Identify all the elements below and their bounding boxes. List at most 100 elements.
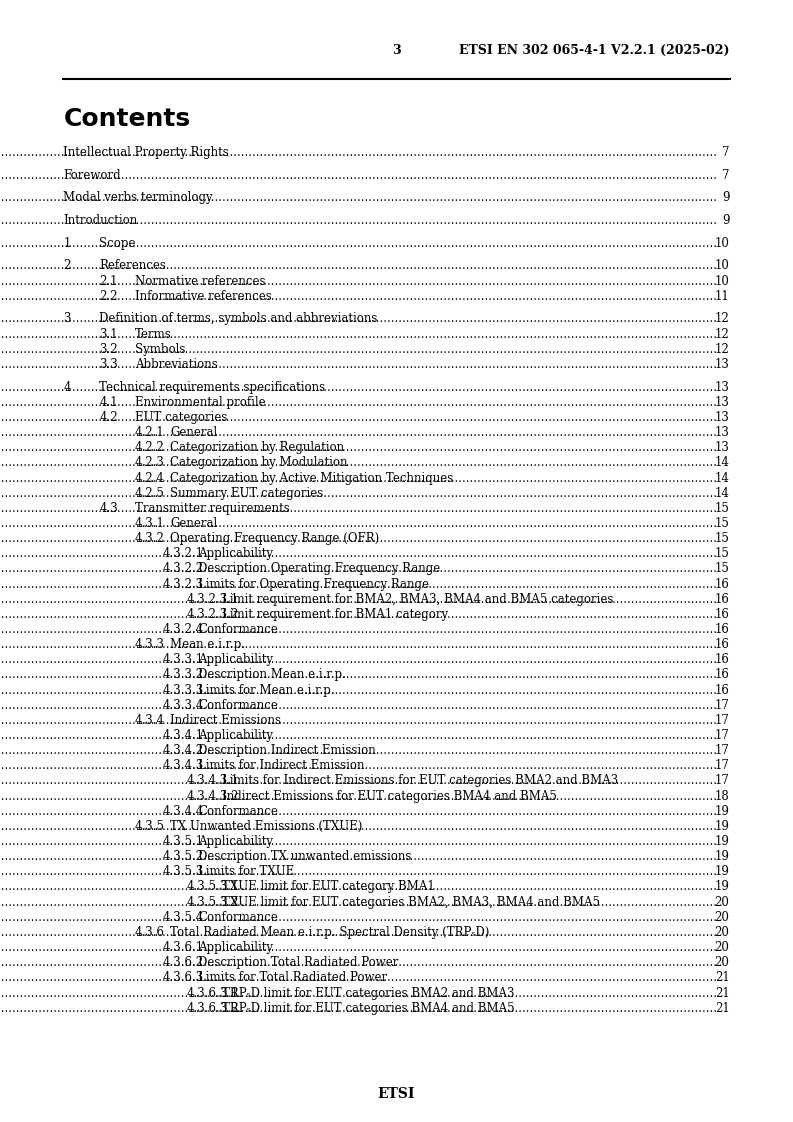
Text: 4.3.2.2: 4.3.2.2 (163, 562, 204, 576)
Text: ................................................................................: ........................................… (0, 774, 718, 788)
Text: ................................................................................: ........................................… (0, 426, 718, 439)
Text: 4.2.4: 4.2.4 (135, 471, 165, 485)
Text: ................................................................................: ........................................… (0, 312, 718, 325)
Text: 17: 17 (714, 760, 730, 772)
Text: Terms: Terms (135, 328, 171, 341)
Text: ................................................................................: ........................................… (0, 457, 718, 469)
Text: ................................................................................: ........................................… (0, 881, 718, 893)
Text: ................................................................................: ........................................… (0, 653, 718, 666)
Text: 13: 13 (714, 441, 730, 454)
Text: 15: 15 (714, 532, 730, 545)
Text: ................................................................................: ........................................… (0, 259, 718, 273)
Text: Abbreviations: Abbreviations (135, 358, 217, 371)
Text: 4.3.4: 4.3.4 (135, 714, 165, 727)
Text: General: General (170, 517, 218, 530)
Text: 17: 17 (714, 744, 730, 757)
Text: Technical requirements specifications: Technical requirements specifications (99, 380, 325, 394)
Text: ................................................................................: ........................................… (0, 760, 718, 772)
Text: 4.3.2.1: 4.3.2.1 (163, 548, 204, 560)
Text: 20: 20 (714, 941, 730, 954)
Text: 4.2.2: 4.2.2 (135, 441, 165, 454)
Text: 3.3: 3.3 (99, 358, 118, 371)
Text: 4.3.2: 4.3.2 (135, 532, 165, 545)
Text: Conformance: Conformance (198, 623, 278, 636)
Text: Applicability: Applicability (198, 835, 274, 848)
Text: Description Mean e.i.r.p.: Description Mean e.i.r.p. (198, 669, 346, 681)
Text: ................................................................................: ........................................… (0, 699, 718, 711)
Text: 4.3.1: 4.3.1 (135, 517, 165, 530)
Text: Description TX unwanted emissions: Description TX unwanted emissions (198, 850, 412, 863)
Text: 4.3.6.3.2: 4.3.6.3.2 (186, 1002, 239, 1014)
Text: Categorization by Regulation: Categorization by Regulation (170, 441, 345, 454)
Text: 4.3.5.4: 4.3.5.4 (163, 911, 204, 923)
Text: EUT categories: EUT categories (135, 411, 227, 424)
Text: 4.3.4.1: 4.3.4.1 (163, 729, 204, 742)
Text: ................................................................................: ........................................… (0, 911, 718, 923)
Text: TX Unwanted Emissions (TXUE): TX Unwanted Emissions (TXUE) (170, 820, 363, 833)
Text: ................................................................................: ........................................… (0, 895, 718, 909)
Text: 18: 18 (714, 790, 730, 802)
Text: 9: 9 (722, 191, 730, 204)
Text: ................................................................................: ........................................… (0, 729, 718, 742)
Text: Introduction: Introduction (63, 214, 138, 227)
Text: Indirect Emissions for EUT categories BMA4 and BMA5: Indirect Emissions for EUT categories BM… (222, 790, 557, 802)
Text: 16: 16 (714, 638, 730, 651)
Text: ................................................................................: ........................................… (0, 289, 718, 303)
Text: 14: 14 (714, 457, 730, 469)
Text: 4.3.2.4: 4.3.2.4 (163, 623, 204, 636)
Text: Limits for Indirect Emission: Limits for Indirect Emission (198, 760, 365, 772)
Text: 4.2.5: 4.2.5 (135, 487, 165, 499)
Text: 4.3.4.3: 4.3.4.3 (163, 760, 204, 772)
Text: 4.3.4.2: 4.3.4.2 (163, 744, 204, 757)
Text: 4.3.4.4: 4.3.4.4 (163, 804, 204, 818)
Text: 16: 16 (714, 578, 730, 590)
Text: 4.3.5.3.2: 4.3.5.3.2 (186, 895, 239, 909)
Text: Total Radiated Mean e.i.r.p. Spectral Density (TRPₛD): Total Radiated Mean e.i.r.p. Spectral De… (170, 926, 490, 939)
Text: 4.3.3.1: 4.3.3.1 (163, 653, 204, 666)
Text: Informative references: Informative references (135, 289, 271, 303)
Text: 4.3.3.4: 4.3.3.4 (163, 699, 204, 711)
Text: 1: 1 (63, 237, 71, 250)
Text: Limit requirement for BMA2, BMA3, BMA4 and BMA5 categories: Limit requirement for BMA2, BMA3, BMA4 a… (222, 592, 614, 606)
Text: ETSI: ETSI (377, 1087, 416, 1101)
Text: Applicability: Applicability (198, 653, 274, 666)
Text: TRPₛD limit for EUT categories BMA4 and BMA5: TRPₛD limit for EUT categories BMA4 and … (222, 1002, 515, 1014)
Text: 15: 15 (714, 517, 730, 530)
Text: 4.3.6.3.1: 4.3.6.3.1 (186, 986, 239, 1000)
Text: 19: 19 (714, 804, 730, 818)
Text: TRPₛD limit for EUT categories BMA2 and BMA3: TRPₛD limit for EUT categories BMA2 and … (222, 986, 515, 1000)
Text: ETSI EN 302 065-4-1 V2.2.1 (2025-02): ETSI EN 302 065-4-1 V2.2.1 (2025-02) (459, 44, 730, 57)
Text: 21: 21 (714, 986, 730, 1000)
Text: ................................................................................: ........................................… (0, 608, 718, 620)
Text: ................................................................................: ........................................… (0, 623, 718, 636)
Text: 4.3.5.3.1: 4.3.5.3.1 (186, 881, 239, 893)
Text: ................................................................................: ........................................… (0, 471, 718, 485)
Text: 10: 10 (714, 275, 730, 287)
Text: 4.3.5.1: 4.3.5.1 (163, 835, 204, 848)
Text: Summary EUT categories: Summary EUT categories (170, 487, 324, 499)
Text: Scope: Scope (99, 237, 136, 250)
Text: 4.3.4.3.2: 4.3.4.3.2 (186, 790, 239, 802)
Text: 4.3.6.2: 4.3.6.2 (163, 956, 204, 969)
Text: ................................................................................: ........................................… (0, 683, 718, 697)
Text: 19: 19 (714, 865, 730, 879)
Text: ................................................................................: ........................................… (0, 578, 718, 590)
Text: 10: 10 (714, 237, 730, 250)
Text: 4.3.3: 4.3.3 (135, 638, 165, 651)
Text: Applicability: Applicability (198, 729, 274, 742)
Text: Limits for Mean e.i.r.p.: Limits for Mean e.i.r.p. (198, 683, 335, 697)
Text: 7: 7 (722, 168, 730, 182)
Text: ................................................................................: ........................................… (0, 396, 718, 408)
Text: 4.2: 4.2 (99, 411, 117, 424)
Text: Normative references: Normative references (135, 275, 266, 287)
Text: 15: 15 (714, 562, 730, 576)
Text: Conformance: Conformance (198, 699, 278, 711)
Text: 16: 16 (714, 669, 730, 681)
Text: ................................................................................: ........................................… (0, 548, 718, 560)
Text: 19: 19 (714, 835, 730, 848)
Text: ................................................................................: ........................................… (0, 502, 718, 515)
Text: Description Indirect Emission: Description Indirect Emission (198, 744, 376, 757)
Text: 4.3.4.3.1: 4.3.4.3.1 (186, 774, 239, 788)
Text: ................................................................................: ........................................… (0, 1002, 718, 1014)
Text: ................................................................................: ........................................… (0, 714, 718, 727)
